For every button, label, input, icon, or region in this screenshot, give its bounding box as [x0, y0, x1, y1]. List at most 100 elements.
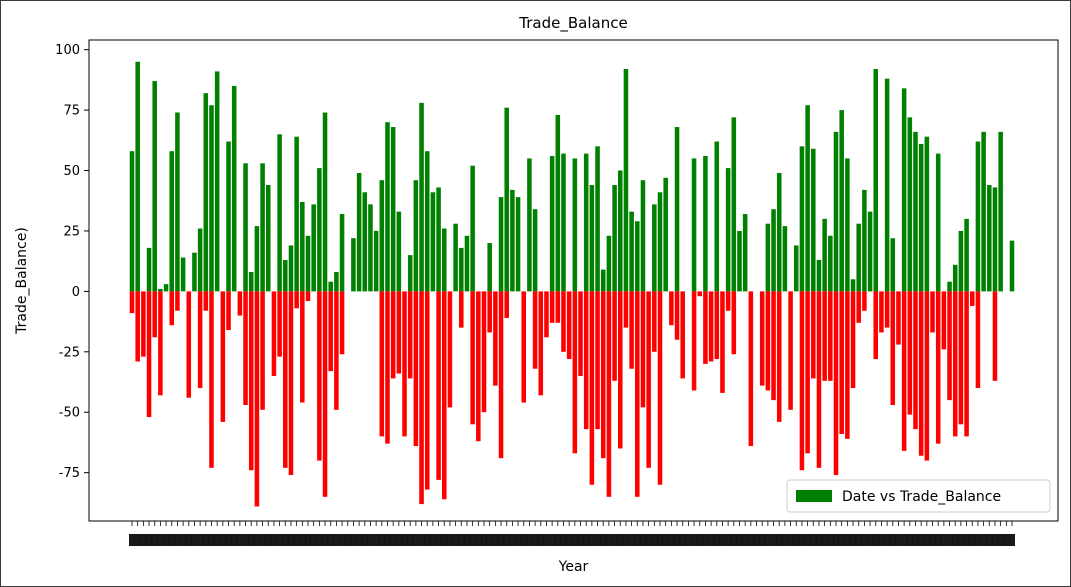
- bar-positive: [390, 127, 396, 292]
- bar-positive: [180, 257, 186, 292]
- x-tick-label: [259, 534, 266, 546]
- x-tick-label: [815, 534, 822, 546]
- bar-positive: [209, 105, 214, 292]
- x-tick-label: [469, 534, 476, 546]
- x-tick-label: [395, 534, 402, 546]
- x-tick-label: [588, 534, 595, 546]
- bar-positive: [470, 165, 475, 292]
- bar-positive: [317, 168, 322, 292]
- bar-positive: [265, 185, 271, 292]
- bar-negative: [254, 291, 260, 507]
- bar-negative: [436, 291, 441, 480]
- bar-negative: [146, 291, 152, 418]
- bar-negative: [975, 291, 981, 389]
- bar-negative: [850, 291, 856, 389]
- bar-positive: [436, 187, 441, 292]
- x-tick-label: [1003, 534, 1010, 546]
- bar-positive: [589, 185, 595, 292]
- bar-negative: [924, 291, 930, 461]
- bar-negative: [708, 291, 714, 362]
- x-tick-label: [208, 534, 215, 546]
- bar-negative: [969, 291, 975, 306]
- x-tick-label: [560, 534, 567, 546]
- bar-negative: [873, 291, 879, 360]
- bar-negative: [811, 291, 816, 379]
- bar-positive: [379, 180, 385, 292]
- x-tick-label: [373, 534, 380, 546]
- x-tick-label: [463, 534, 470, 546]
- bar-positive: [549, 156, 555, 292]
- bar-positive: [623, 69, 629, 292]
- x-tick-label: [492, 534, 499, 546]
- bar-positive: [856, 223, 861, 292]
- bar-negative: [402, 291, 407, 437]
- x-tick-label: [628, 534, 635, 546]
- x-tick-label: [157, 534, 164, 546]
- bar-negative: [396, 291, 402, 374]
- bar-negative: [771, 291, 776, 401]
- x-tick-label: [242, 534, 249, 546]
- x-tick-label: [202, 534, 209, 546]
- bar-positive: [771, 209, 776, 292]
- x-tick-label: [163, 534, 170, 546]
- x-tick-label: [884, 534, 891, 546]
- x-tick-label: [679, 534, 686, 546]
- x-tick-label: [736, 534, 743, 546]
- bar-positive: [765, 223, 771, 292]
- bar-positive: [311, 204, 316, 292]
- x-tick-label: [424, 534, 431, 546]
- bar-positive: [368, 204, 373, 292]
- x-tick-label: [401, 534, 408, 546]
- y-tick-label: 50: [63, 164, 80, 179]
- bar-positive: [913, 131, 918, 292]
- bar-positive: [424, 151, 430, 292]
- bar-negative: [459, 291, 464, 328]
- x-tick-label: [350, 534, 357, 546]
- x-tick-label: [833, 534, 839, 546]
- x-tick-label: [191, 534, 198, 546]
- bar-positive: [640, 180, 646, 292]
- bar-positive: [725, 168, 731, 292]
- bar-negative: [521, 291, 527, 403]
- bar-negative: [935, 291, 941, 444]
- x-tick-label: [645, 534, 652, 546]
- bar-negative: [305, 291, 311, 302]
- bar-negative: [572, 291, 578, 454]
- y-axis-label: Trade_Balance): [14, 227, 30, 335]
- x-tick-label: [872, 534, 879, 546]
- bar-positive: [975, 141, 981, 292]
- x-tick-label: [390, 534, 397, 546]
- y-tick-label: 25: [63, 224, 80, 239]
- bar-positive: [288, 245, 294, 292]
- x-tick-label: [412, 534, 419, 546]
- bar-positive: [328, 281, 333, 292]
- x-tick-label: [991, 534, 998, 546]
- bar-positive: [782, 226, 788, 292]
- bar-negative: [828, 291, 833, 381]
- x-tick-label: [509, 534, 516, 546]
- bar-negative: [186, 291, 192, 398]
- bar-negative: [941, 291, 947, 350]
- x-tick-label: [146, 534, 153, 546]
- bar-positive: [532, 209, 538, 292]
- bar-negative: [992, 291, 998, 381]
- bar-positive: [226, 141, 231, 292]
- bar-positive: [362, 192, 368, 292]
- bar-positive: [674, 127, 680, 292]
- bar-negative: [470, 291, 475, 425]
- x-tick-label: [361, 534, 368, 546]
- bar-negative: [657, 291, 663, 485]
- bar-positive: [231, 85, 237, 292]
- x-tick-label: [248, 534, 255, 546]
- x-tick-label: [770, 534, 777, 546]
- bar-positive: [652, 204, 657, 292]
- x-tick-label: [781, 534, 788, 546]
- x-tick-label: [265, 534, 272, 546]
- bar-positive: [419, 102, 424, 292]
- bar-negative: [152, 291, 157, 338]
- bar-negative: [629, 291, 634, 369]
- x-tick-label: [821, 534, 828, 546]
- x-tick-label: [895, 534, 902, 546]
- bar-negative: [589, 291, 595, 485]
- x-tick-label: [219, 534, 226, 546]
